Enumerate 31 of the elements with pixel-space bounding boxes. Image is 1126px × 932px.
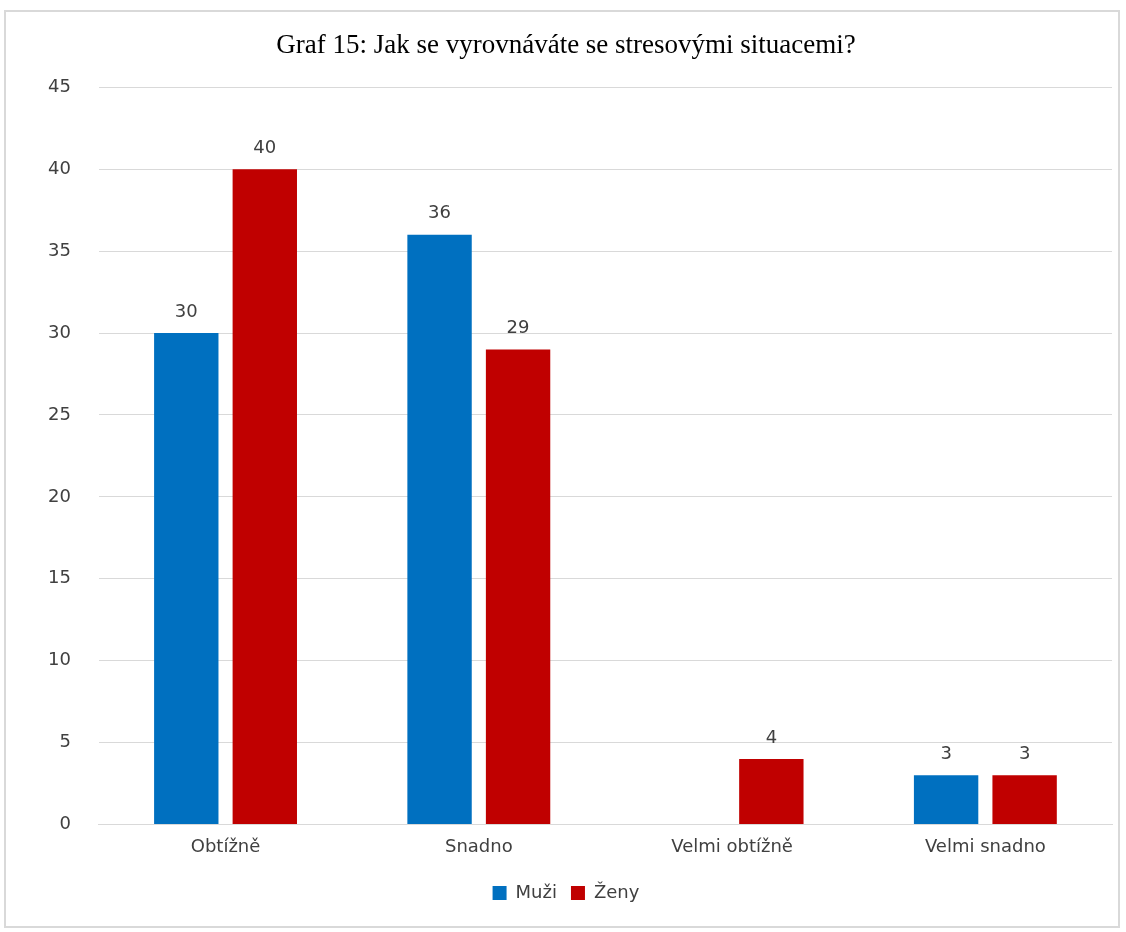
bar [485, 349, 551, 824]
x-tick-label: Velmi obtížně [671, 834, 793, 856]
y-tick-label: 20 [48, 484, 71, 506]
x-tick-label: Snadno [444, 834, 513, 856]
data-label: 30 [174, 299, 198, 321]
legend-label: Muži [515, 880, 557, 902]
y-tick-label: 10 [48, 648, 71, 670]
y-tick-label: 45 [48, 75, 71, 97]
data-label: 3 [1018, 741, 1031, 763]
legend-label: Ženy [593, 880, 640, 902]
data-label: 29 [506, 316, 530, 338]
data-label: 4 [765, 725, 778, 747]
bar [913, 775, 979, 824]
y-tick-label: 35 [48, 238, 71, 260]
bar [407, 234, 472, 824]
data-label: 3 [940, 741, 952, 763]
bar [739, 758, 804, 824]
y-tick-label: 15 [48, 566, 71, 588]
bar [232, 169, 297, 824]
y-tick-label: 5 [59, 730, 71, 752]
data-label: 36 [428, 201, 452, 223]
data-label: 40 [253, 135, 277, 157]
x-tick-label: Obtížně [190, 834, 261, 856]
y-tick-label: 0 [59, 812, 71, 834]
y-tick-label: 40 [48, 156, 71, 178]
bar [992, 775, 1057, 824]
chart-title: Graf 15: Jak se vyrovnáváte se stresovými situacemi? [276, 29, 856, 60]
x-tick-label: Velmi snadno [924, 834, 1046, 856]
y-tick-label: 25 [48, 402, 71, 424]
y-tick-label: 30 [48, 320, 71, 342]
bar [154, 333, 219, 824]
